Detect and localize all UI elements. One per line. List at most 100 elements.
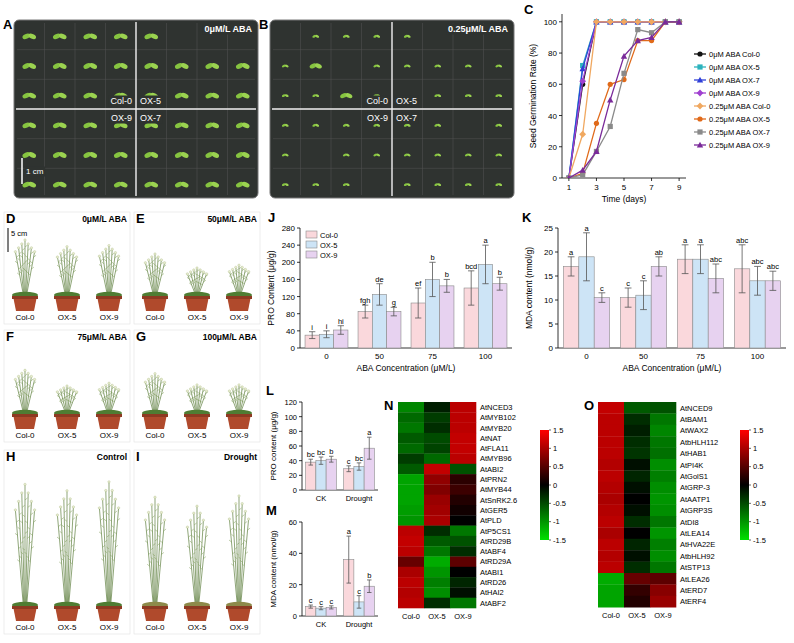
stem (106, 491, 109, 604)
pot-rim (54, 414, 80, 417)
leaf (89, 62, 98, 70)
error-line (393, 307, 394, 316)
flower (114, 386, 116, 388)
seedling (309, 63, 323, 70)
plant (54, 246, 80, 311)
silique (237, 271, 240, 273)
heat-cell (450, 443, 476, 454)
y-tick (559, 146, 562, 147)
heat-cell (450, 567, 476, 578)
marker (608, 82, 613, 87)
silique (22, 505, 25, 507)
plate-label: OX-7 (140, 113, 161, 123)
silique (151, 275, 154, 277)
genotype-label: Col-0 (15, 431, 35, 440)
seedling (174, 92, 189, 100)
silique (194, 271, 197, 273)
flower (202, 388, 204, 390)
y-tick (559, 53, 562, 54)
heat-cell (624, 596, 650, 608)
seedling (373, 34, 381, 38)
stem (22, 244, 25, 294)
silique (61, 257, 64, 259)
leaf (406, 183, 411, 187)
heat-cell (624, 425, 650, 437)
seedling (403, 34, 411, 38)
row-label: AtABF4 (480, 547, 506, 556)
rosette (12, 292, 38, 298)
column-label: Col-0 (602, 611, 620, 620)
rosette (54, 602, 80, 608)
silique (19, 394, 22, 396)
bar (563, 266, 578, 348)
silique (115, 545, 118, 547)
silique (25, 382, 28, 384)
plant (12, 483, 38, 621)
flower (247, 518, 249, 520)
silique (64, 389, 67, 391)
silique (150, 265, 153, 267)
leaf (376, 153, 381, 157)
heat-cell (650, 539, 676, 551)
error-cap (319, 464, 324, 465)
silique (62, 260, 65, 262)
silique (70, 401, 73, 403)
leaf (498, 183, 503, 187)
x-tick-label: 1 (567, 183, 572, 192)
silique (203, 529, 206, 531)
silique (60, 263, 63, 265)
scale-bar (21, 158, 23, 184)
error-cap (346, 583, 351, 584)
y-tick-label: 280 (282, 224, 296, 233)
error-bar (309, 332, 315, 339)
seedling (22, 62, 37, 70)
silique (230, 528, 233, 530)
error-bar (367, 580, 372, 593)
marker (635, 19, 640, 24)
genotype-label: Col-0 (145, 431, 165, 440)
error-line (321, 457, 322, 464)
silique (232, 274, 235, 276)
leaf (28, 32, 37, 40)
error-bar (739, 245, 746, 293)
silique (195, 558, 198, 560)
silique (191, 273, 194, 275)
error-line (310, 605, 311, 608)
silique (72, 537, 75, 539)
stem (99, 390, 107, 412)
plate-label: Col-0 (110, 96, 132, 106)
leaf (119, 181, 128, 189)
flower (163, 381, 165, 383)
pot-rim (226, 414, 252, 417)
pot-rim (142, 414, 168, 417)
silique (30, 386, 33, 388)
error-cap (713, 292, 720, 293)
flower (72, 389, 74, 391)
marker (621, 18, 628, 25)
silique (113, 540, 116, 542)
silique (160, 541, 163, 543)
marker (621, 71, 626, 76)
heat-cell (650, 527, 676, 539)
leaf (89, 181, 98, 189)
leaf (89, 92, 98, 100)
y-tick-label: 60 (548, 80, 557, 89)
silique (201, 396, 204, 398)
leaf (180, 92, 189, 100)
significance-letter: b (329, 447, 333, 456)
silique (164, 529, 167, 531)
y-tick-label: 0 (553, 174, 558, 183)
heat-cell (650, 482, 676, 494)
silique (29, 541, 32, 543)
silique (115, 397, 118, 399)
colorbar-label: 1 (553, 444, 557, 453)
marker (594, 121, 599, 126)
legend-label: 0μM ABA OX-7 (709, 76, 760, 85)
error-line (643, 281, 644, 310)
pot (227, 606, 251, 621)
silique (158, 516, 161, 518)
y-tick (559, 84, 562, 85)
heat-cell (650, 493, 676, 505)
silique (234, 529, 237, 531)
flower (163, 519, 165, 521)
